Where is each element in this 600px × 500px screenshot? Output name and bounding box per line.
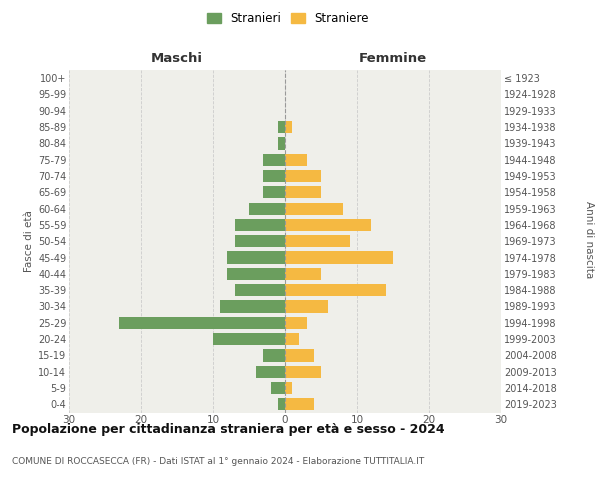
Bar — [278, 121, 285, 133]
Bar — [263, 186, 285, 198]
Bar — [285, 235, 350, 248]
Bar — [256, 366, 285, 378]
Bar — [285, 398, 314, 410]
Legend: Stranieri, Straniere: Stranieri, Straniere — [203, 8, 373, 28]
Bar — [235, 284, 285, 296]
Text: Popolazione per cittadinanza straniera per età e sesso - 2024: Popolazione per cittadinanza straniera p… — [12, 422, 445, 436]
Text: Maschi: Maschi — [151, 52, 203, 65]
Bar — [285, 300, 328, 312]
Bar — [285, 219, 371, 231]
Bar — [263, 350, 285, 362]
Text: Anni di nascita: Anni di nascita — [584, 202, 594, 278]
Bar — [285, 121, 292, 133]
Bar — [278, 138, 285, 149]
Bar — [235, 235, 285, 248]
Bar — [278, 398, 285, 410]
Bar — [249, 202, 285, 214]
Y-axis label: Fasce di età: Fasce di età — [23, 210, 34, 272]
Bar — [285, 366, 321, 378]
Bar — [227, 252, 285, 264]
Bar — [285, 350, 314, 362]
Bar — [285, 333, 299, 345]
Text: Femmine: Femmine — [359, 52, 427, 65]
Bar — [263, 170, 285, 182]
Bar — [271, 382, 285, 394]
Bar — [285, 154, 307, 166]
Text: COMUNE DI ROCCASECCA (FR) - Dati ISTAT al 1° gennaio 2024 - Elaborazione TUTTITA: COMUNE DI ROCCASECCA (FR) - Dati ISTAT a… — [12, 458, 424, 466]
Bar — [227, 268, 285, 280]
Bar — [285, 268, 321, 280]
Bar — [285, 186, 321, 198]
Bar — [235, 219, 285, 231]
Bar — [285, 170, 321, 182]
Bar — [263, 154, 285, 166]
Bar — [285, 252, 393, 264]
Bar — [285, 316, 307, 329]
Bar — [285, 284, 386, 296]
Bar — [285, 202, 343, 214]
Bar — [220, 300, 285, 312]
Bar — [213, 333, 285, 345]
Bar — [119, 316, 285, 329]
Bar — [285, 382, 292, 394]
